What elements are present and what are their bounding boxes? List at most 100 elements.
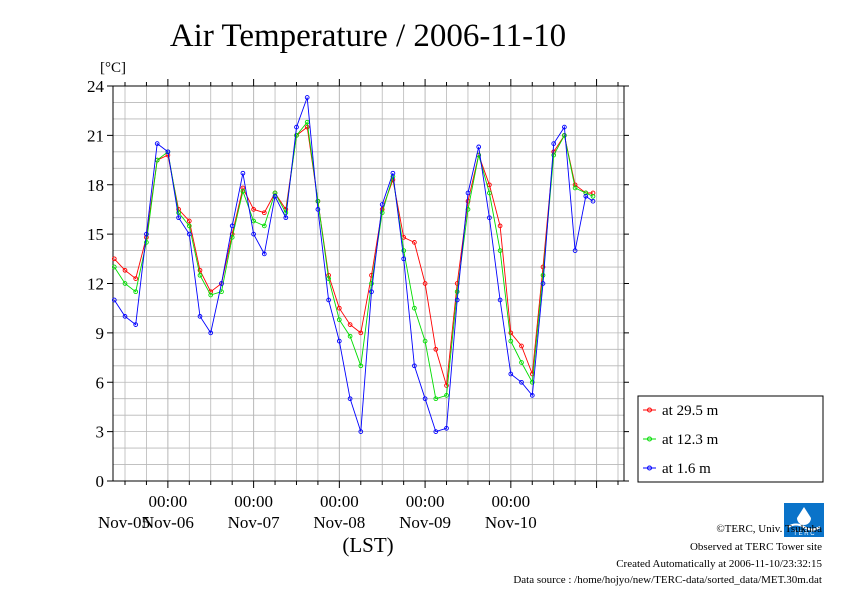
series-group — [111, 95, 596, 434]
data-point — [240, 170, 246, 176]
logo-text: T E R C — [793, 531, 815, 537]
data-point — [111, 256, 117, 262]
data-point — [186, 223, 192, 229]
x-axis-label: (LST) — [342, 533, 393, 557]
data-point — [379, 210, 385, 216]
data-point — [336, 305, 342, 311]
data-point — [497, 248, 503, 253]
legend-box — [637, 395, 824, 483]
footer-observed: Observed at TERC Tower site — [690, 541, 822, 553]
legend-label: at 12.3 m — [662, 432, 719, 448]
x-tick-date: Nov-07 — [228, 513, 280, 532]
footer-created: Created Automatically at 2006-11-10/23:3… — [616, 558, 822, 570]
data-point — [572, 185, 578, 191]
data-point — [197, 267, 203, 273]
data-point — [551, 141, 557, 146]
data-point — [497, 297, 503, 303]
series-group — [111, 119, 596, 402]
data-point — [165, 149, 171, 155]
x-tick-time: 00:00 — [149, 492, 188, 511]
y-tick-label: 21 — [87, 126, 104, 145]
data-point — [454, 297, 460, 303]
x-tick-date: Nov-05 — [98, 513, 150, 532]
data-point — [251, 207, 256, 212]
data-point — [122, 314, 128, 319]
data-point — [304, 95, 310, 100]
x-tick-date: Nov-08 — [313, 513, 365, 532]
data-point — [154, 141, 160, 146]
chart-title: Air Temperature / 2006-11-10 — [170, 18, 566, 54]
series-group — [111, 124, 596, 388]
y-tick-label: 6 — [96, 373, 105, 392]
data-point — [347, 322, 353, 327]
data-point — [519, 343, 524, 349]
x-tick-date: Nov-09 — [399, 513, 451, 532]
data-point — [487, 190, 492, 196]
data-point — [261, 223, 267, 229]
data-point — [476, 144, 482, 150]
series-layer — [111, 95, 596, 434]
data-point — [412, 240, 417, 245]
data-point — [347, 396, 353, 402]
data-point — [540, 272, 546, 278]
y-unit-label: [°C] — [100, 60, 126, 76]
data-point — [122, 281, 128, 286]
wave-icon — [787, 523, 821, 531]
data-point — [219, 281, 224, 286]
x-tick-time: 00:00 — [320, 492, 359, 511]
y-axis: 0 3 6 9 12 15 18 21 24 — [87, 77, 629, 491]
data-point — [111, 297, 117, 303]
data-point — [326, 297, 331, 303]
data-point — [336, 317, 342, 323]
data-point — [562, 133, 567, 138]
y-tick-label: 9 — [96, 324, 105, 343]
data-point — [208, 330, 214, 336]
data-point — [444, 383, 449, 388]
data-point — [401, 248, 407, 253]
data-point — [144, 240, 149, 245]
data-point — [487, 215, 492, 221]
data-point — [444, 393, 449, 398]
data-point — [358, 330, 364, 336]
data-point — [358, 363, 364, 369]
x-tick-date: Nov-10 — [485, 513, 537, 532]
data-point — [508, 371, 514, 377]
data-point — [433, 396, 439, 402]
y-tick-label: 0 — [96, 472, 105, 491]
data-point — [272, 193, 278, 199]
legend-swatch-marker — [647, 465, 652, 471]
legend-label: at 29.5 m — [662, 403, 719, 419]
data-point — [176, 210, 181, 216]
data-point — [186, 218, 192, 224]
data-point — [390, 170, 396, 176]
data-point — [422, 338, 428, 344]
data-point — [186, 231, 192, 237]
data-point — [590, 190, 596, 196]
data-point — [583, 193, 589, 199]
data-point — [540, 281, 546, 286]
legend: at 29.5 m at 12.3 m at 1.6 m — [637, 395, 824, 483]
data-point — [261, 210, 267, 216]
y-tick-label: 3 — [96, 423, 105, 442]
data-point — [572, 248, 578, 253]
data-point — [315, 207, 321, 212]
data-point — [508, 330, 514, 336]
data-point — [551, 152, 557, 158]
data-point — [590, 198, 596, 204]
data-point — [336, 338, 342, 344]
series-line — [113, 126, 593, 386]
data-point — [358, 429, 364, 434]
data-point — [229, 223, 235, 229]
data-point — [422, 281, 428, 286]
data-point — [508, 338, 514, 344]
y-tick-label: 12 — [87, 275, 104, 294]
data-point — [133, 322, 139, 327]
data-point — [122, 267, 128, 273]
x-tick-date: Nov-06 — [142, 513, 194, 532]
data-point — [347, 333, 353, 339]
y-tick-label: 15 — [87, 225, 104, 244]
x-tick-time: 00:00 — [491, 492, 530, 511]
data-point — [208, 292, 214, 298]
data-point — [583, 190, 589, 196]
data-point — [315, 198, 321, 204]
